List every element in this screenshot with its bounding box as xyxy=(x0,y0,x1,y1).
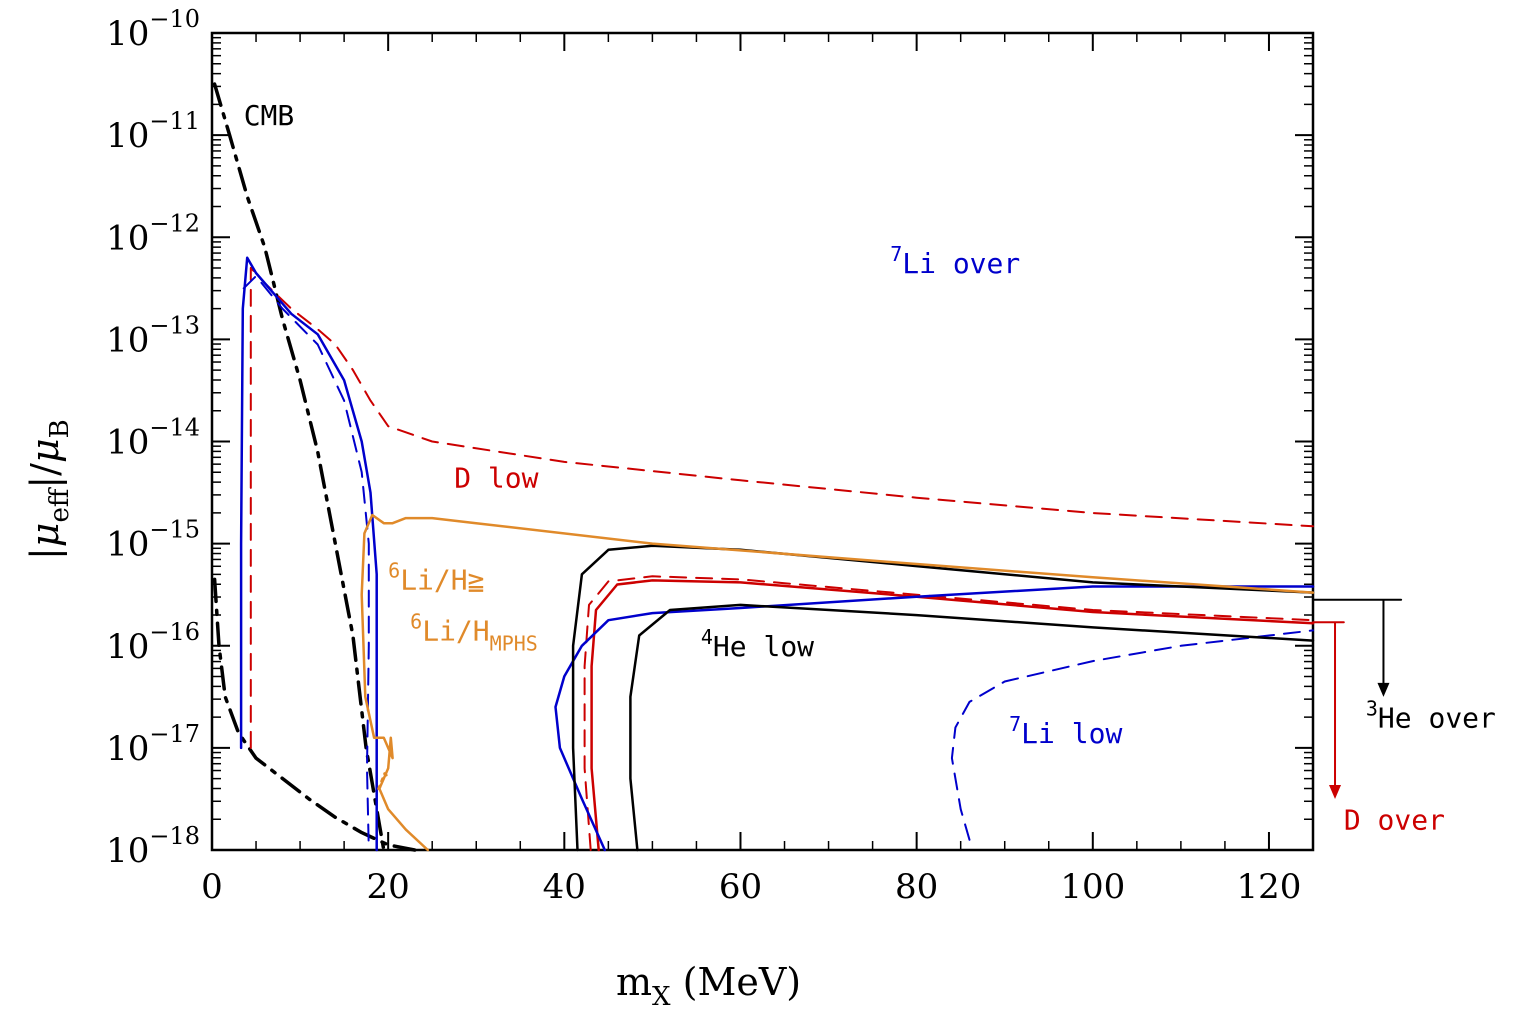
y-tick-exponent: −13 xyxy=(149,311,200,339)
y-axis-title-sub-b: B xyxy=(45,419,75,438)
y-tick-labels: 10−1010−1110−1210−1310−1410−1510−1610−17… xyxy=(106,5,200,871)
y-tick-label: 10−17 xyxy=(106,720,200,769)
x-tick-label: 40 xyxy=(543,867,586,907)
series-layer xyxy=(212,82,1403,852)
y-axis-title-mu: μ xyxy=(23,522,67,547)
x-axis-title: mX (MeV) xyxy=(616,960,801,1010)
y-axis-title-bar-slash: |/ xyxy=(23,463,67,489)
y-tick-base: 10 xyxy=(106,320,149,360)
x-axis-title-main: m xyxy=(616,960,652,1004)
annotation-li6-ratio: 6Li/H≧ xyxy=(388,559,484,597)
y-tick-exponent: −17 xyxy=(149,720,200,748)
series-d-low-upper xyxy=(249,266,1314,749)
annotation-he4-low: 4He low xyxy=(701,625,814,663)
series-d-low-lower xyxy=(583,575,1314,851)
x-axis-title-sub: X xyxy=(652,982,671,1010)
minor-ticks xyxy=(212,33,1313,850)
y-tick-base: 10 xyxy=(106,831,149,871)
y-tick-base: 10 xyxy=(106,525,149,565)
arrow-head-d-arrow xyxy=(1329,784,1342,799)
series-li7-low-dashed xyxy=(950,629,1314,841)
annotation-sup: 7 xyxy=(890,242,902,266)
y-tick-exponent: −16 xyxy=(149,618,200,646)
y-tick-exponent: −18 xyxy=(149,822,200,850)
annotation-text: Li over xyxy=(902,247,1020,280)
arrows-layer xyxy=(1329,599,1390,799)
series-d-low-lower-solid xyxy=(590,579,1315,852)
annotation-text: He low xyxy=(713,630,814,663)
y-tick-base: 10 xyxy=(106,218,149,258)
annotation-cmb: CMB xyxy=(244,99,295,132)
series-cmb-lower xyxy=(212,577,417,852)
annotation-text: Li/H xyxy=(422,615,489,648)
major-ticks xyxy=(211,32,1313,851)
y-tick-base: 10 xyxy=(106,14,149,54)
y-tick-exponent: −14 xyxy=(149,414,200,442)
annotation-text: He over xyxy=(1378,701,1496,734)
y-tick-exponent: −12 xyxy=(149,209,200,237)
y-axis-title: |μeff|/μB xyxy=(23,419,75,560)
y-tick-exponent: −11 xyxy=(149,107,200,135)
series-li7-mid xyxy=(554,585,1315,852)
y-tick-label: 10−13 xyxy=(106,311,200,360)
x-tick-label: 0 xyxy=(201,867,223,907)
y-axis-title-bar: | xyxy=(23,547,67,560)
series-li6-dotted xyxy=(377,772,392,790)
series-cmb-upper xyxy=(212,82,386,852)
y-tick-label: 10−18 xyxy=(106,822,200,871)
annotation-sub: MPHS xyxy=(490,632,538,656)
y-axis-title-mu2: μ xyxy=(23,438,67,463)
x-tick-label: 120 xyxy=(1237,867,1302,907)
annotation-text: CMB xyxy=(244,99,295,132)
annotation-text: Li/H≧ xyxy=(400,564,484,597)
x-axis-title-units: (MeV) xyxy=(671,960,802,1004)
series-li7-over-solid xyxy=(239,256,378,852)
annotation-sup: 3 xyxy=(1366,696,1378,720)
x-tick-label: 80 xyxy=(895,867,938,907)
annotation-li7-over: 7Li over xyxy=(890,242,1020,280)
y-tick-exponent: −15 xyxy=(149,516,200,544)
x-tick-label: 60 xyxy=(719,867,762,907)
series-li6-curve xyxy=(360,513,1315,852)
y-tick-base: 10 xyxy=(106,729,149,769)
annotation-li7-low: 7Li low xyxy=(1009,712,1122,750)
annotation-sup: 4 xyxy=(701,625,713,649)
y-tick-exponent: −10 xyxy=(149,5,200,33)
y-tick-label: 10−16 xyxy=(106,618,200,667)
y-tick-base: 10 xyxy=(106,423,149,463)
y-tick-label: 10−10 xyxy=(106,5,200,54)
y-tick-label: 10−14 xyxy=(106,414,200,463)
arrow-head-he3-arrow xyxy=(1377,682,1390,697)
annotation-sup: 6 xyxy=(388,559,400,583)
series-he4-inner xyxy=(629,603,1315,852)
y-tick-base: 10 xyxy=(106,627,149,667)
x-tick-label: 20 xyxy=(367,867,410,907)
annotation-d-low: D low xyxy=(454,461,538,494)
annotation-text: D over xyxy=(1344,804,1445,837)
annotation-text: D low xyxy=(454,461,538,494)
y-axis-title-sub-eff: eff xyxy=(45,486,75,522)
annotation-li6-mphs: 6Li/HMPHS xyxy=(410,610,538,656)
annotation-d-over: D over xyxy=(1344,804,1445,837)
x-tick-labels: 0 20 40 60 80 100 120 xyxy=(201,867,1301,907)
series-he4-outer xyxy=(571,544,1315,852)
x-tick-label: 100 xyxy=(1060,867,1125,907)
y-tick-label: 10−11 xyxy=(106,107,200,156)
annotation-he3-over: 3He over xyxy=(1366,696,1496,734)
annotation-sup: 7 xyxy=(1009,712,1021,736)
y-tick-label: 10−15 xyxy=(106,516,200,565)
annotation-text: Li low xyxy=(1021,717,1122,750)
y-tick-label: 10−12 xyxy=(106,209,200,258)
y-tick-base: 10 xyxy=(106,116,149,156)
annotation-sup: 6 xyxy=(410,610,422,634)
